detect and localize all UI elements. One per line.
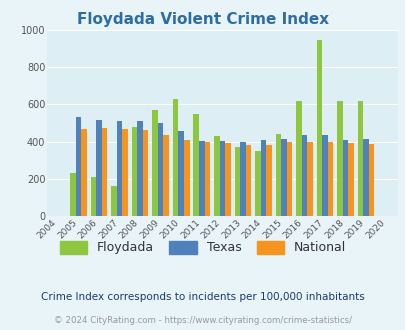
Bar <box>337 101 342 216</box>
Bar <box>204 142 209 216</box>
Legend: Floydada, Texas, National: Floydada, Texas, National <box>55 236 350 259</box>
Bar <box>234 147 239 216</box>
Bar <box>117 121 122 216</box>
Text: Floydada Violent Crime Index: Floydada Violent Crime Index <box>77 12 328 26</box>
Bar <box>81 128 87 216</box>
Bar <box>286 142 292 216</box>
Bar <box>152 110 158 216</box>
Bar <box>322 135 327 216</box>
Bar <box>213 136 219 216</box>
Bar <box>96 120 102 216</box>
Bar <box>239 142 245 216</box>
Bar <box>219 141 224 216</box>
Bar <box>183 140 189 216</box>
Bar <box>158 123 163 216</box>
Bar <box>347 143 353 216</box>
Bar <box>137 121 143 216</box>
Bar <box>254 151 260 216</box>
Bar <box>368 144 373 216</box>
Bar <box>76 117 81 216</box>
Bar <box>295 101 301 216</box>
Bar <box>265 145 271 216</box>
Bar <box>245 145 251 216</box>
Bar <box>280 139 286 216</box>
Bar <box>163 135 168 216</box>
Bar <box>224 143 230 216</box>
Bar <box>111 186 117 216</box>
Bar <box>178 131 183 216</box>
Bar <box>102 128 107 216</box>
Bar <box>307 142 312 216</box>
Text: Crime Index corresponds to incidents per 100,000 inhabitants: Crime Index corresponds to incidents per… <box>41 292 364 302</box>
Bar <box>362 139 368 216</box>
Bar <box>342 140 347 216</box>
Bar <box>198 141 204 216</box>
Bar <box>193 114 198 216</box>
Text: © 2024 CityRating.com - https://www.cityrating.com/crime-statistics/: © 2024 CityRating.com - https://www.city… <box>54 316 351 325</box>
Bar <box>260 140 265 216</box>
Bar <box>275 134 280 216</box>
Bar <box>143 130 148 216</box>
Bar <box>173 99 178 216</box>
Bar <box>316 40 322 216</box>
Bar <box>301 135 307 216</box>
Bar <box>132 127 137 216</box>
Bar <box>357 101 362 216</box>
Bar <box>122 128 128 216</box>
Bar <box>327 142 333 216</box>
Bar <box>70 173 76 216</box>
Bar <box>91 177 96 216</box>
